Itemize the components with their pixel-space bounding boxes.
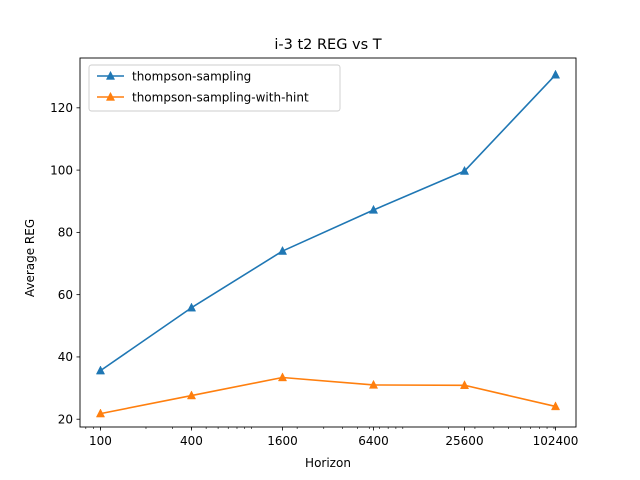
plot-area: 100 400 1600 6400 25600 102400 20 40 60 80 100 120: [50, 57, 579, 448]
y-tick-label: 80: [58, 226, 73, 240]
series-1-point: [186, 302, 197, 312]
series-2-point: [550, 401, 561, 411]
series-line-2: [100, 376, 556, 415]
series-2-point: [368, 379, 379, 389]
legend-marker-1: [105, 70, 116, 80]
x-tick-label: 102400: [533, 434, 579, 448]
series-1-point: [550, 69, 561, 79]
series-1-point: [459, 165, 470, 175]
series-2-point: [95, 408, 106, 418]
y-tick-label: 120: [50, 101, 73, 115]
x-tick-label: 400: [180, 434, 203, 448]
x-tick-label: 100: [89, 434, 112, 448]
series-1-point: [368, 204, 379, 214]
y-tick-label: 60: [58, 288, 73, 302]
y-tick-label: 100: [50, 163, 73, 177]
x-axis-label: Horizon: [305, 456, 351, 470]
series-2-point: [186, 390, 197, 400]
series-line-1: [100, 74, 557, 372]
legend: thompson-sampling thompson-sampling-with-…: [88, 64, 341, 112]
series-1-point: [95, 365, 106, 375]
series-2-point: [277, 372, 288, 382]
legend-box: [88, 64, 341, 112]
series-1-point: [277, 245, 288, 255]
plot-frame: [79, 57, 577, 428]
legend-label-2: thompson-sampling-with-hint: [132, 90, 309, 104]
x-tick-label: 25600: [445, 434, 483, 448]
y-tick-label: 20: [58, 413, 73, 427]
x-tick-label: 1600: [267, 434, 298, 448]
legend-marker-2: [105, 91, 116, 101]
chart-title: i-3 t2 REG vs T: [274, 37, 381, 53]
y-tick-label: 40: [58, 350, 73, 364]
y-axis-label: Average REG: [23, 219, 37, 297]
x-tick-label: 6400: [358, 434, 389, 448]
series-2-point: [459, 380, 470, 389]
legend-label-1: thompson-sampling: [132, 69, 251, 83]
